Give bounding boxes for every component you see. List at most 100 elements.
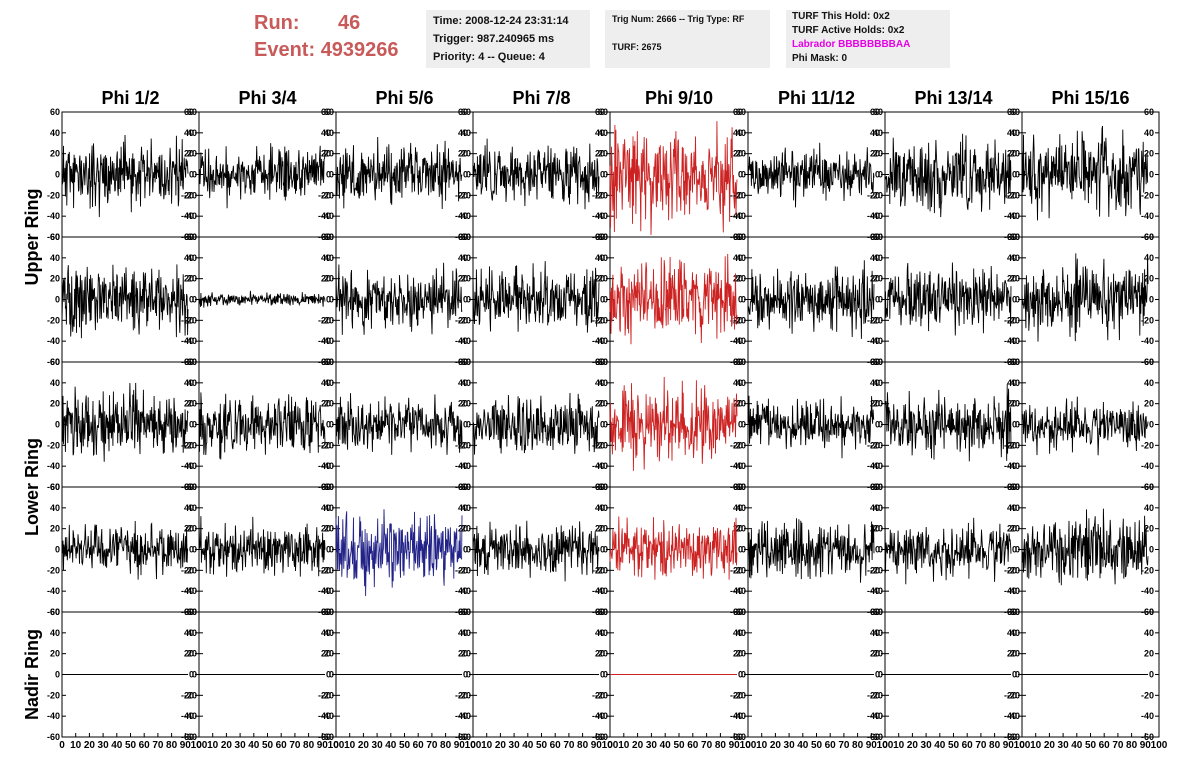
y-tick-label: 40 (458, 128, 468, 138)
y-tick-label: -20 (47, 565, 60, 575)
y-tick-label: 20 (598, 274, 608, 284)
y-tick-label: 40 (733, 128, 743, 138)
y-tick-label: 40 (873, 253, 883, 263)
y-tick-label: -60 (1007, 732, 1020, 742)
y-tick-label: 20 (187, 149, 197, 159)
y-tick-label: -60 (321, 732, 334, 742)
y-tick-label: -40 (47, 336, 60, 346)
column-header: Phi 5/6 (375, 88, 433, 108)
x-tick-label: 90 (1003, 740, 1015, 751)
x-tick-label: 20 (358, 740, 370, 751)
y-tick-label: 20 (870, 649, 880, 659)
y-tick-label: -40 (595, 586, 608, 596)
x-tick-label: 100 (877, 740, 894, 751)
y-tick-label: 20 (1010, 274, 1020, 284)
x-tick-label: 80 (852, 740, 864, 751)
x-tick-label: 70 (563, 740, 575, 751)
y-tick-label: -40 (733, 211, 746, 221)
y-tick-label: -60 (458, 732, 471, 742)
waveform-trace (472, 261, 600, 333)
y-tick-label: -20 (184, 190, 197, 200)
y-tick-label: 60 (1144, 232, 1154, 242)
x-tick-label: 10 (893, 740, 905, 751)
x-tick-label: 90 (180, 740, 192, 751)
y-tick-label: 40 (324, 503, 334, 513)
row-label: Upper Ring (22, 189, 42, 286)
y-tick-label: -20 (867, 565, 880, 575)
y-tick-label: -40 (1007, 586, 1020, 596)
x-tick-label: 50 (673, 740, 685, 751)
y-tick-label: 60 (458, 107, 468, 117)
y-tick-label: 40 (870, 503, 880, 513)
y-tick-label: 40 (595, 628, 605, 638)
y-tick-label: 40 (598, 128, 608, 138)
y-tick-label: -40 (730, 461, 743, 471)
y-tick-label: -20 (870, 690, 883, 700)
y-tick-label: -20 (867, 315, 880, 325)
x-tick-label: 80 (577, 740, 589, 751)
y-tick-label: 40 (184, 128, 194, 138)
y-tick-label: 40 (595, 378, 605, 388)
y-tick-label: 20 (870, 524, 880, 534)
y-tick-label: 60 (595, 482, 605, 492)
x-tick-label: 50 (262, 740, 274, 751)
y-tick-label: -40 (595, 711, 608, 721)
x-tick-label: 20 (1044, 740, 1056, 751)
y-tick-label: 20 (50, 274, 60, 284)
y-tick-label: 20 (50, 399, 60, 409)
y-tick-label: 40 (324, 378, 334, 388)
y-tick-label: 40 (1144, 378, 1154, 388)
x-tick-label: 70 (152, 740, 164, 751)
y-tick-label: 60 (321, 107, 331, 117)
y-tick-label: 60 (733, 107, 743, 117)
y-tick-label: 60 (324, 107, 334, 117)
y-tick-label: 20 (461, 399, 471, 409)
x-tick-label: 40 (248, 740, 260, 751)
y-tick-label: 20 (1010, 399, 1020, 409)
y-tick-label: 40 (736, 503, 746, 513)
y-tick-label: -40 (733, 336, 746, 346)
y-tick-label: 40 (595, 253, 605, 263)
x-tick-label: 50 (399, 740, 411, 751)
y-tick-label: 60 (1010, 482, 1020, 492)
y-tick-label: -40 (47, 586, 60, 596)
y-tick-label: 0 (463, 295, 468, 305)
y-tick-label: 60 (1010, 607, 1020, 617)
y-tick-label: 60 (324, 607, 334, 617)
y-tick-label: 20 (1144, 399, 1154, 409)
y-tick-label: 40 (1010, 253, 1020, 263)
y-tick-label: 0 (55, 420, 60, 430)
y-tick-label: -40 (595, 461, 608, 471)
y-tick-label: 0 (463, 545, 468, 555)
y-tick-label: 40 (1144, 128, 1154, 138)
y-tick-label: -40 (733, 461, 746, 471)
x-tick-label: 80 (989, 740, 1001, 751)
y-tick-label: 0 (1149, 295, 1154, 305)
y-tick-label: 0 (1012, 295, 1017, 305)
y-tick-label: 0 (1012, 420, 1017, 430)
time-text: Time: 2008-12-24 23:31:14 (433, 15, 569, 27)
y-tick-label: -20 (595, 315, 608, 325)
y-tick-label: 60 (598, 607, 608, 617)
y-tick-label: 0 (603, 295, 608, 305)
y-tick-label: 0 (1012, 670, 1017, 680)
x-tick-label: 70 (426, 740, 438, 751)
y-tick-label: 0 (463, 170, 468, 180)
y-tick-label: 40 (184, 628, 194, 638)
y-tick-label: -20 (321, 440, 334, 450)
y-tick-label: 40 (187, 628, 197, 638)
y-tick-label: -20 (1141, 565, 1154, 575)
y-tick-label: 0 (600, 420, 605, 430)
y-tick-label: 0 (463, 420, 468, 430)
x-tick-label: 0 (882, 740, 888, 751)
y-tick-label: -60 (733, 732, 746, 742)
waveform-trace (61, 520, 189, 580)
y-tick-label: -20 (321, 565, 334, 575)
y-tick-label: 0 (875, 420, 880, 430)
x-tick-label: 90 (454, 740, 466, 751)
y-tick-label: -60 (870, 732, 883, 742)
x-tick-label: 0 (470, 740, 476, 751)
y-tick-label: -40 (1004, 711, 1017, 721)
y-tick-label: 60 (50, 482, 60, 492)
y-tick-label: 0 (878, 545, 883, 555)
